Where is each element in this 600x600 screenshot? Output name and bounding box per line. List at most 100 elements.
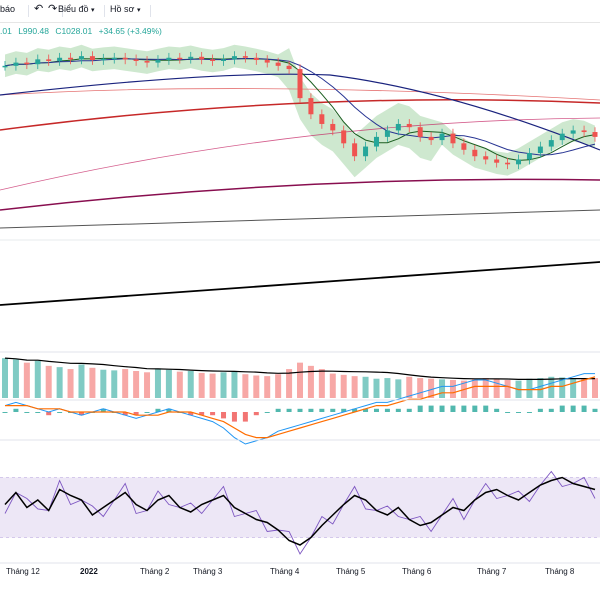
candle-body [570, 130, 576, 134]
x-tick-label: Tháng 5 [336, 567, 366, 576]
price-pane [0, 44, 600, 306]
volume-bar [231, 371, 238, 398]
macd-histogram-bar [483, 405, 489, 412]
toolbar-separator [62, 5, 63, 17]
volume-bar [559, 377, 566, 398]
volume-bar [286, 369, 293, 398]
macd-histogram-bar [341, 408, 347, 412]
candle-body [275, 62, 281, 66]
chart-menu-button[interactable]: Biểu đồ ▾ [58, 4, 95, 14]
macd-histogram-bar [406, 408, 412, 412]
redo-icon[interactable]: ↷ [48, 3, 58, 15]
macd-histogram-bar [275, 408, 281, 412]
macd-histogram-bar [548, 408, 554, 412]
candle-body [111, 57, 117, 60]
ohlc-readout: .01 L990.48 C1028.01 +34.65 (+3.49%) [0, 26, 166, 36]
macd-histogram-bar [450, 405, 456, 412]
candle-body [428, 136, 434, 141]
candle-body [46, 59, 52, 61]
candle-body [2, 65, 8, 68]
macd-pane [2, 373, 598, 445]
rsi-fast-line [4, 470, 596, 555]
macd-histogram-bar [286, 408, 292, 412]
macd-histogram-bar [330, 408, 336, 412]
macd-histogram-bar [166, 408, 172, 412]
candle-body [242, 56, 248, 58]
macd-histogram-bar [122, 412, 128, 416]
candle-body [516, 159, 522, 165]
volume-bar [340, 374, 347, 398]
profile-menu-button[interactable]: Hồ sơ ▾ [110, 4, 140, 14]
x-tick-label: Tháng 7 [477, 567, 507, 576]
macd-histogram-bar [133, 412, 139, 416]
ma-200-line [0, 261, 600, 306]
volume-bar [297, 362, 303, 398]
rsi-band [0, 477, 600, 538]
volume-bar [154, 368, 161, 398]
volume-bar [144, 372, 151, 398]
volume-bar [56, 367, 63, 398]
volume-bar [275, 374, 282, 398]
macd-histogram-bar [516, 412, 522, 413]
volume-bar [570, 378, 577, 398]
volume-bar [209, 373, 216, 398]
candle-body [100, 58, 106, 61]
volume-bar [111, 370, 118, 398]
volume-bar [526, 378, 533, 398]
candle-body [384, 130, 390, 137]
candle-body [122, 57, 128, 60]
macd-histogram-bar [2, 412, 8, 413]
candle-body [363, 146, 369, 157]
ohlc-change: +34.65 (+3.49%) [98, 26, 162, 36]
volume-bar [67, 369, 74, 398]
macd-histogram-bar [439, 405, 445, 412]
ma-150-line [0, 209, 600, 229]
top-toolbar: báo ↶ ↷ Biểu đồ ▾ Hồ sơ ▾ [0, 0, 600, 23]
toolbar-separator [104, 5, 105, 17]
bollinger-band [5, 44, 595, 178]
volume-bar [439, 379, 446, 398]
macd-histogram-bar [231, 412, 237, 422]
macd-histogram-bar [319, 408, 325, 412]
volume-bar [242, 374, 249, 398]
ma-100-line [0, 178, 600, 211]
macd-histogram-bar [221, 412, 227, 419]
macd-histogram-bar [526, 412, 532, 413]
candle-body [483, 156, 489, 160]
candle-body [57, 57, 63, 61]
candle-body [494, 159, 500, 163]
macd-histogram-bar [242, 412, 248, 422]
volume-bar [89, 367, 96, 398]
volume-bar [406, 376, 413, 398]
candle-body [297, 69, 303, 99]
volume-bar [264, 376, 271, 398]
macd-histogram-bar [199, 412, 205, 416]
volume-bar [34, 360, 41, 398]
ohlc-close: C1028.01 [55, 26, 93, 36]
macd-histogram-bar [24, 412, 30, 413]
candle-body [526, 153, 532, 160]
candle-body [319, 114, 325, 124]
candle-body [341, 130, 347, 144]
candle-body [253, 57, 259, 61]
ohlc-low: L990.48 [18, 26, 49, 36]
candle-body [286, 65, 292, 70]
candle-body [417, 127, 423, 137]
volume-bar [537, 378, 544, 398]
candle-body [505, 162, 511, 165]
macd-histogram-bar [264, 412, 270, 413]
candle-body [35, 59, 41, 65]
candle-body [68, 57, 74, 60]
candle-body [231, 56, 237, 60]
macd-histogram-bar [461, 405, 467, 412]
x-tick-label: Tháng 2 [140, 567, 170, 576]
toolbar-item-bao[interactable]: báo [0, 4, 16, 14]
candle-body [592, 132, 598, 137]
undo-icon[interactable]: ↶ [34, 3, 44, 15]
macd-histogram-bar [417, 405, 423, 412]
candle-body [472, 149, 478, 157]
volume-bar [493, 379, 500, 398]
chevron-down-icon: ▾ [91, 7, 95, 14]
volume-bar [581, 378, 588, 398]
